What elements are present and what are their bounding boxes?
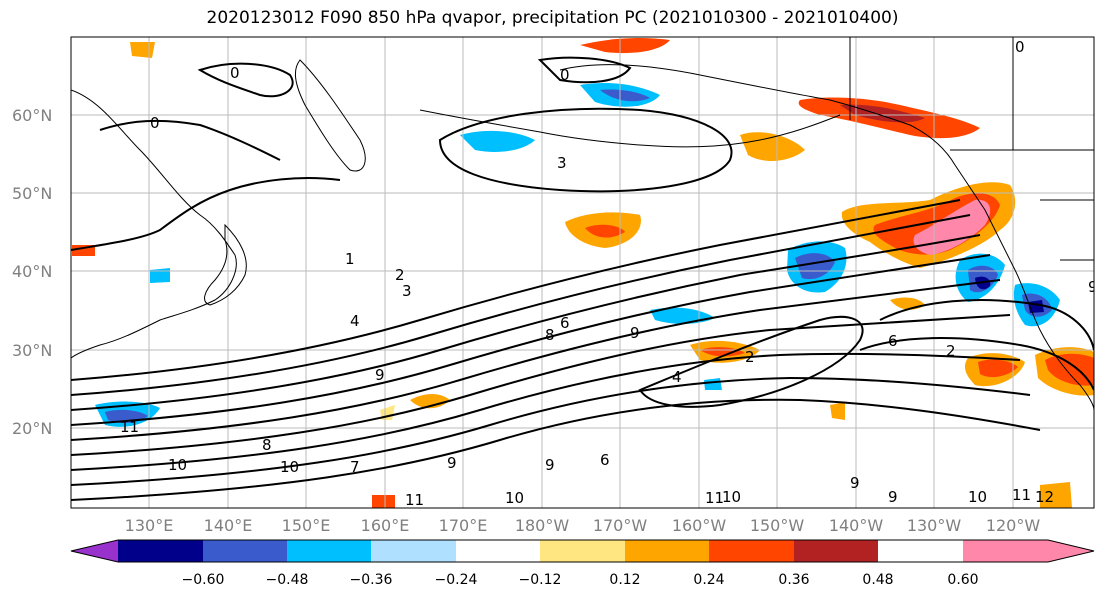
- contour-label: 6: [600, 451, 610, 469]
- contour-label: 11: [1012, 486, 1031, 504]
- colorbar-segment: [203, 540, 287, 562]
- coast-japan: [204, 223, 247, 306]
- lon-label: 160°E: [361, 516, 410, 535]
- colorbar-tick-label: 0.60: [947, 572, 978, 588]
- contour-label: 1: [345, 250, 355, 268]
- contour-label: 10: [280, 458, 299, 476]
- contour-label: 10: [722, 488, 741, 506]
- contour-label: 4: [672, 368, 682, 386]
- lon-label: 180°W: [515, 516, 570, 535]
- latitude-labels: 60°N 50°N 40°N 30°N 20°N: [12, 106, 52, 438]
- coastlines: [71, 37, 1094, 411]
- contour-label: 12: [1035, 488, 1054, 506]
- lon-label: 150°W: [750, 516, 805, 535]
- contour-label: 8: [545, 326, 555, 344]
- lat-label: 40°N: [12, 262, 52, 281]
- contour-label: 9: [545, 456, 555, 474]
- longitude-labels: 130°E 140°E 150°E 160°E 170°E 180°W 170°…: [125, 516, 1041, 535]
- colorbar-segment: [794, 540, 878, 562]
- lat-label: 50°N: [12, 184, 52, 203]
- colorbar-tick-label: 0.24: [693, 572, 724, 588]
- contour-labels: 0 0 0 0 3 1 2 3 4 6 8 9 9 4 2 6 2 9 11 1…: [120, 38, 1098, 509]
- colorbar-extend-high: [963, 540, 1094, 562]
- colorbar-tick-label: 0.48: [862, 572, 893, 588]
- colorbar-extend-low: [71, 540, 118, 562]
- lon-label: 160°W: [672, 516, 727, 535]
- lon-label: 130°E: [125, 516, 174, 535]
- graticule: [71, 37, 1094, 508]
- colorbar-segment: [371, 540, 456, 562]
- contour-label: 7: [350, 458, 360, 476]
- colorbar-tick-label: −0.12: [519, 572, 562, 588]
- contour-label: 9: [447, 454, 457, 472]
- lat-label: 60°N: [12, 106, 52, 125]
- colorbar-segment: [625, 540, 709, 562]
- contour-label: 2: [745, 348, 755, 366]
- lat-label: 30°N: [12, 341, 52, 360]
- colorbar-tick-label: −0.24: [435, 572, 478, 588]
- contour-label: 4: [350, 312, 360, 330]
- lon-label: 170°W: [593, 516, 648, 535]
- contour-label: 9: [888, 488, 898, 506]
- contour-label: 11: [405, 491, 424, 509]
- contour-label: 2: [395, 266, 405, 284]
- lat-label: 20°N: [12, 419, 52, 438]
- colorbar-segment: [709, 540, 794, 562]
- lon-label: 140°E: [204, 516, 253, 535]
- contour-label: 9: [630, 324, 640, 342]
- contour-label: 11: [120, 418, 139, 436]
- lon-label: 140°W: [829, 516, 884, 535]
- contour-label: 11: [705, 489, 724, 507]
- colorbar-tick-label: −0.48: [266, 572, 309, 588]
- colorbar-tick-label: 0.36: [778, 572, 809, 588]
- colorbar-tick-label: 0.12: [609, 572, 640, 588]
- contour-label: 6: [560, 314, 570, 332]
- contour-label: 0: [230, 64, 240, 82]
- coast-alaska: [559, 64, 1094, 411]
- lon-label: 120°W: [986, 516, 1041, 535]
- map-background: [71, 37, 1094, 508]
- colorbar-segment: [118, 540, 203, 562]
- contour-3-north: [438, 107, 733, 193]
- contour-label: 0: [150, 114, 160, 132]
- colorbar: −0.60 −0.48 −0.36 −0.24 −0.12 0.12 0.24 …: [70, 539, 1095, 588]
- precip-bering: [580, 37, 670, 54]
- contour-label: 10: [505, 489, 524, 507]
- colorbar-tick-label: −0.36: [350, 572, 393, 588]
- coast-kamchatka: [294, 59, 366, 172]
- colorbar-segment: [287, 540, 371, 562]
- coast-asia: [71, 89, 237, 359]
- qvapor-contours: [71, 56, 1094, 501]
- precip-negative-north: [460, 130, 535, 152]
- contour-label: 2: [946, 342, 956, 360]
- colorbar-segment: [540, 540, 625, 562]
- contour-label: 8: [262, 436, 272, 454]
- contour-label: 10: [968, 488, 987, 506]
- colorbar-segment: [456, 540, 540, 562]
- map-frame: [70, 36, 1095, 509]
- contour-label: 9: [375, 366, 385, 384]
- contour-label: 3: [557, 154, 567, 172]
- lon-label: 170°E: [439, 516, 488, 535]
- contour-label: 9: [1088, 278, 1098, 296]
- lon-label: 130°W: [907, 516, 962, 535]
- colorbar-tick-label: −0.60: [182, 572, 225, 588]
- colorbar-tick-labels: −0.60 −0.48 −0.36 −0.24 −0.12 0.12 0.24 …: [182, 572, 979, 588]
- map-title: 2020123012 F090 850 hPa qvapor, precipit…: [206, 8, 899, 28]
- lon-label: 150°E: [282, 516, 331, 535]
- map-panel: 0 0 0 0 3 1 2 3 4 6 8 9 9 4 2 6 2 9 11 1…: [70, 36, 1098, 509]
- contour-label: 10: [168, 456, 187, 474]
- contour-label: 0: [560, 66, 570, 84]
- precip-max-pnw: [913, 199, 991, 255]
- contour-label: 6: [888, 332, 898, 350]
- contour-label: 0: [1015, 38, 1025, 56]
- contour-label: 3: [402, 282, 412, 300]
- contour-label: 9: [850, 474, 860, 492]
- coast-aleutians: [419, 109, 841, 148]
